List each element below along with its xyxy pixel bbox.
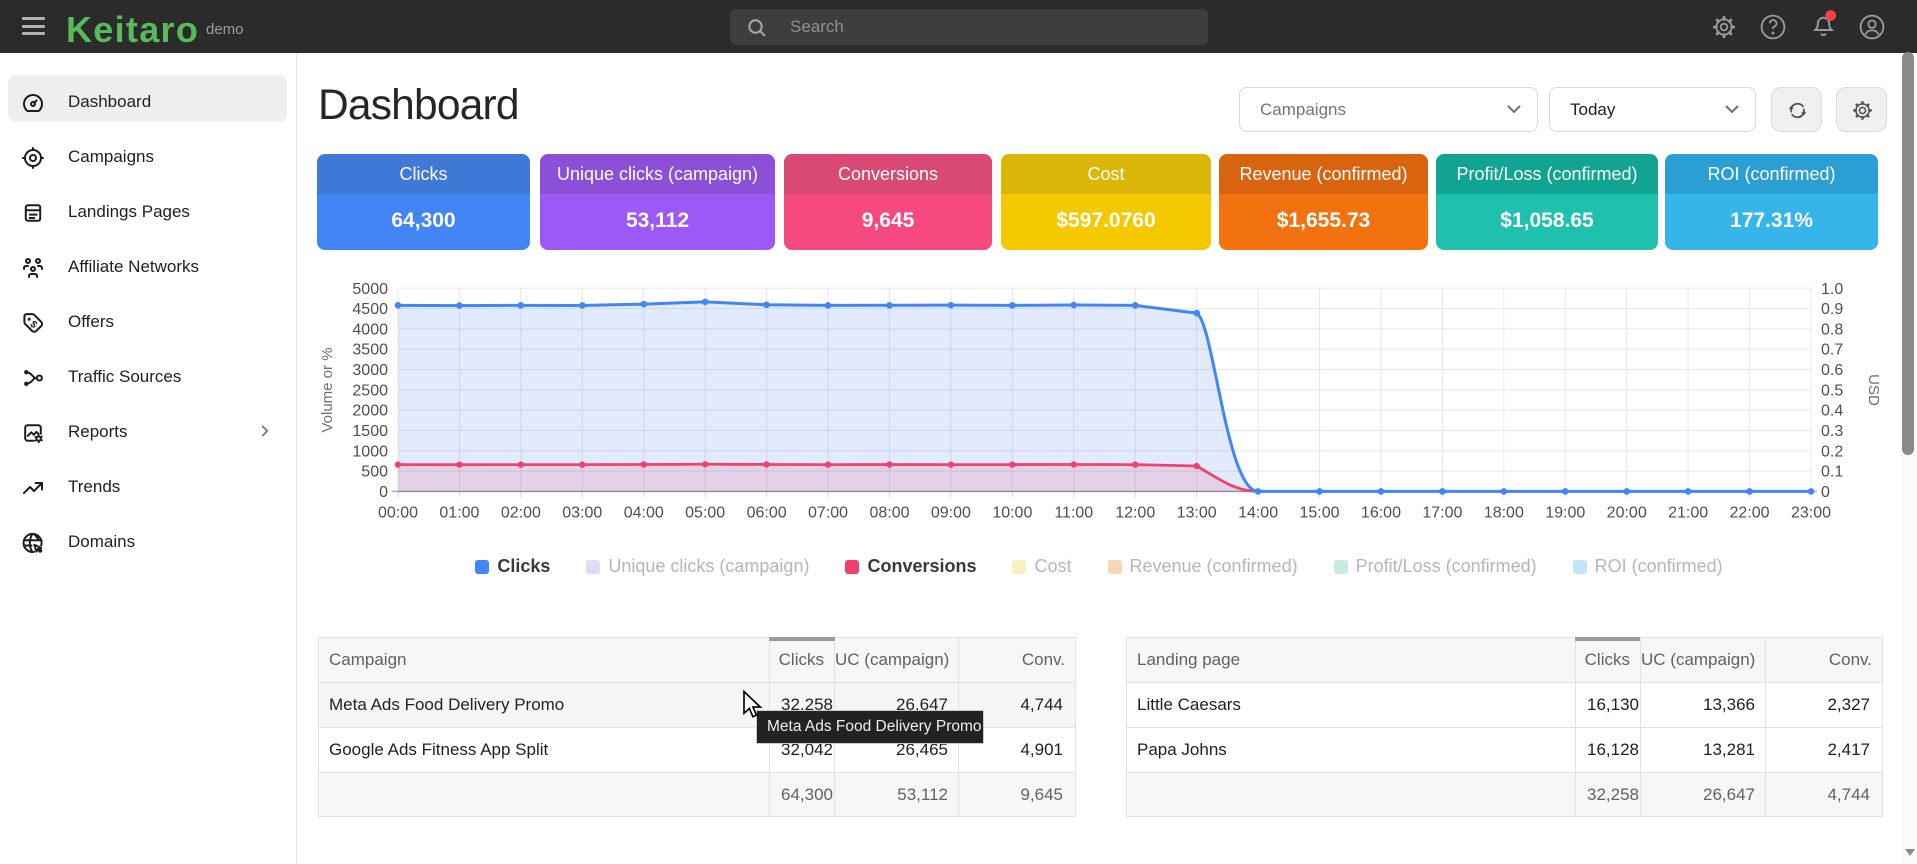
svg-text:0.4: 0.4 bbox=[1821, 403, 1843, 420]
svg-text:3500: 3500 bbox=[352, 342, 388, 359]
svg-text:04:00: 04:00 bbox=[624, 504, 664, 521]
svg-text:22:00: 22:00 bbox=[1730, 504, 1770, 521]
svg-text:2500: 2500 bbox=[352, 382, 388, 399]
svg-text:0.2: 0.2 bbox=[1821, 443, 1843, 460]
svg-text:0.3: 0.3 bbox=[1821, 423, 1843, 440]
svg-text:0: 0 bbox=[1821, 484, 1830, 501]
svg-text:0.1: 0.1 bbox=[1821, 464, 1843, 481]
svg-text:0: 0 bbox=[379, 484, 388, 501]
svg-text:0.7: 0.7 bbox=[1821, 342, 1843, 359]
svg-text:05:00: 05:00 bbox=[685, 504, 725, 521]
svg-text:0.8: 0.8 bbox=[1821, 321, 1843, 338]
svg-text:12:00: 12:00 bbox=[1115, 504, 1155, 521]
svg-text:4000: 4000 bbox=[352, 321, 388, 338]
svg-text:11:00: 11:00 bbox=[1054, 504, 1093, 521]
svg-text:09:00: 09:00 bbox=[931, 504, 971, 521]
svg-text:03:00: 03:00 bbox=[562, 504, 602, 521]
svg-text:20:00: 20:00 bbox=[1607, 504, 1647, 521]
svg-text:3000: 3000 bbox=[352, 362, 388, 379]
svg-text:00:00: 00:00 bbox=[378, 504, 418, 521]
svg-text:18:00: 18:00 bbox=[1484, 504, 1524, 521]
svg-text:13:00: 13:00 bbox=[1177, 504, 1217, 521]
svg-text:1500: 1500 bbox=[352, 423, 388, 440]
svg-text:0.6: 0.6 bbox=[1821, 362, 1843, 379]
svg-text:07:00: 07:00 bbox=[808, 504, 848, 521]
svg-text:01:00: 01:00 bbox=[439, 504, 479, 521]
svg-text:14:00: 14:00 bbox=[1238, 504, 1278, 521]
svg-text:1.0: 1.0 bbox=[1821, 281, 1843, 298]
svg-text:Volume or %: Volume or % bbox=[319, 347, 336, 432]
svg-text:17:00: 17:00 bbox=[1422, 504, 1462, 521]
svg-text:$: $ bbox=[28, 319, 40, 331]
svg-text:06:00: 06:00 bbox=[747, 504, 787, 521]
svg-text:2000: 2000 bbox=[352, 403, 388, 420]
svg-text:08:00: 08:00 bbox=[869, 504, 909, 521]
svg-text:15:00: 15:00 bbox=[1299, 504, 1339, 521]
svg-text:21:00: 21:00 bbox=[1668, 504, 1708, 521]
svg-text:19:00: 19:00 bbox=[1545, 504, 1585, 521]
svg-text:5000: 5000 bbox=[352, 281, 388, 298]
svg-text:1000: 1000 bbox=[352, 443, 388, 460]
svg-text:500: 500 bbox=[361, 464, 388, 481]
svg-text:10:00: 10:00 bbox=[992, 504, 1032, 521]
svg-text:0.9: 0.9 bbox=[1821, 301, 1843, 318]
svg-text:16:00: 16:00 bbox=[1361, 504, 1401, 521]
svg-text:23:00: 23:00 bbox=[1791, 504, 1831, 521]
svg-text:4500: 4500 bbox=[352, 301, 388, 318]
svg-text:USD: USD bbox=[1865, 374, 1882, 406]
svg-text:0.5: 0.5 bbox=[1821, 382, 1843, 399]
svg-text:02:00: 02:00 bbox=[501, 504, 541, 521]
